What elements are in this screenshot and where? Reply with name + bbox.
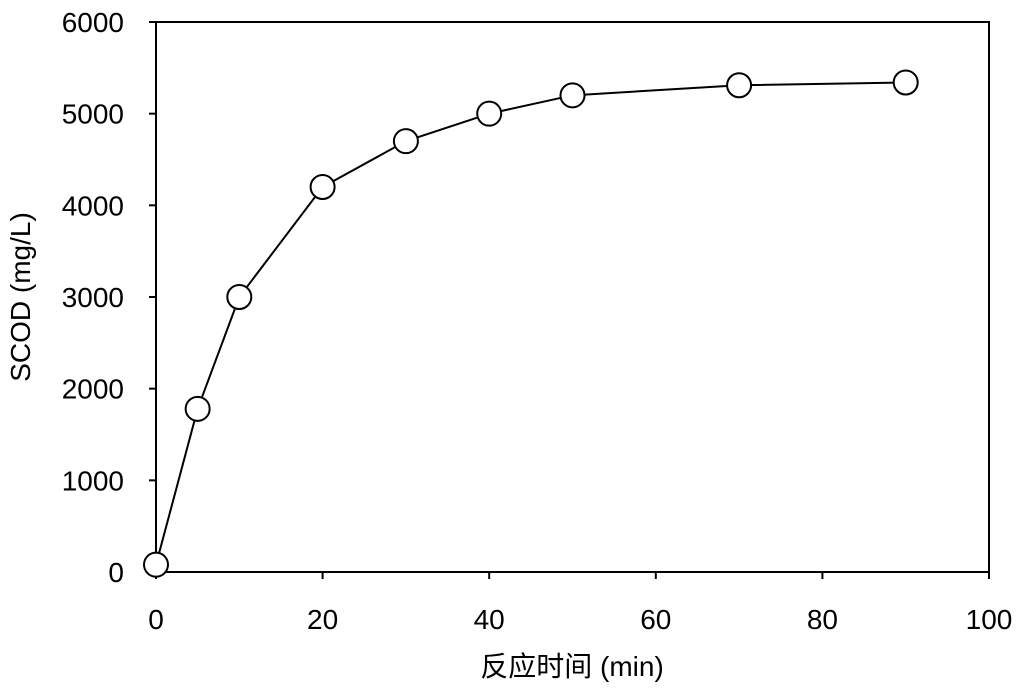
y-tick-label: 5000 <box>62 99 124 130</box>
x-tick-label: 60 <box>640 604 671 635</box>
data-point <box>309 174 336 200</box>
series-line <box>155 81 906 565</box>
data-point <box>226 284 253 310</box>
data-point <box>559 82 586 109</box>
x-tick-label: 20 <box>307 604 338 635</box>
y-axis: 0 1000 2000 3000 4000 5000 6000 <box>62 7 156 588</box>
y-axis-label: SCOD (mg/L) <box>5 212 36 382</box>
y-tick-label: 0 <box>108 557 124 588</box>
data-point <box>476 100 503 127</box>
data-point <box>392 128 419 155</box>
x-axis-label: 反应时间 (min) <box>480 651 664 682</box>
data-point <box>726 72 753 99</box>
data-point <box>143 551 169 578</box>
x-axis: 0 20 40 60 80 100 <box>148 572 1012 635</box>
y-tick-label: 2000 <box>62 374 124 405</box>
x-tick-label: 80 <box>807 604 838 635</box>
x-tick-label: 0 <box>148 604 164 635</box>
series-layer <box>143 69 919 578</box>
x-tick-label: 100 <box>966 604 1013 635</box>
x-tick-label: 40 <box>474 604 505 635</box>
y-tick-label: 6000 <box>62 7 124 38</box>
y-tick-label: 4000 <box>62 190 124 221</box>
y-tick-label: 1000 <box>62 465 124 496</box>
data-point <box>892 69 919 96</box>
data-point <box>184 395 211 422</box>
y-tick-label: 3000 <box>62 282 124 313</box>
